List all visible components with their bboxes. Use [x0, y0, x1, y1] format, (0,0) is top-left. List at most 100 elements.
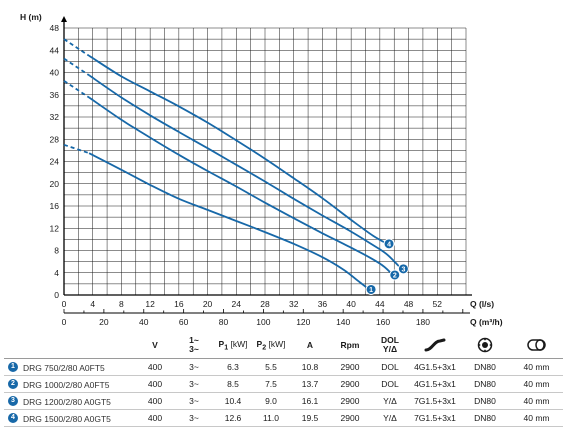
x2-tick-label: 60: [179, 317, 189, 327]
start-cell: Y/Δ: [370, 392, 410, 410]
x2-tick-label: 40: [139, 317, 149, 327]
phase-cell: 3~: [174, 409, 214, 427]
voltage-cell: 400: [136, 392, 174, 410]
curve-1: [88, 152, 370, 291]
x-tick-label: 24: [232, 299, 242, 309]
table-header-row: V 1~ 3~ P1 [kW] P2 [kW] A Rpm DOL Y/Δ: [4, 332, 563, 359]
header-p1-letter: P: [218, 338, 225, 349]
x-tick-label: 20: [203, 299, 213, 309]
phase-cell: 3~: [174, 375, 214, 393]
passage-cell: 40 mm: [510, 409, 563, 427]
outlet-cell: DN80: [460, 358, 510, 376]
cable-cell: 7G1.5+3x1: [410, 409, 460, 427]
voltage-cell: 400: [136, 358, 174, 376]
table-row: 2 DRG 1000/2/80 A0FT5 400 3~ 8.5 7.5 13.7…: [4, 375, 563, 393]
curve-4: [88, 55, 388, 245]
header-p1-sub: 1: [224, 343, 229, 352]
header-ampere: A: [290, 332, 330, 359]
header-p1-unit: [kW]: [228, 338, 248, 349]
curve-4-dashed: [63, 38, 90, 57]
header-start: DOL Y/Δ: [370, 332, 410, 359]
y-tick-label: 20: [50, 179, 60, 189]
cable-cell: 4G1.5+3x1: [410, 358, 460, 376]
table-row: 1 DRG 750/2/80 A0FT5 400 3~ 6.3 5.5 10.8 …: [4, 358, 563, 376]
x-tick-label: 28: [260, 299, 270, 309]
model-cell: 4 DRG 1500/2/80 A0GT5: [4, 409, 136, 427]
start-cell: DOL: [370, 358, 410, 376]
table-body: 1 DRG 750/2/80 A0FT5 400 3~ 6.3 5.5 10.8 …: [4, 358, 563, 427]
passage-cell: 40 mm: [510, 375, 563, 393]
y-tick-label: 36: [50, 90, 60, 100]
rpm-cell: 2900: [330, 409, 370, 427]
ampere-cell: 10.8: [290, 358, 330, 376]
ampere-cell: 13.7: [290, 375, 330, 393]
header-phase-3: 3~: [189, 344, 199, 354]
model-name: DRG 1000/2/80 A0FT5: [23, 379, 110, 390]
model-cell: 2 DRG 1000/2/80 A0FT5: [4, 375, 136, 393]
cable-icon: [424, 338, 446, 352]
x2-tick-label: 160: [376, 317, 390, 327]
p1-cell: 6.3: [214, 358, 252, 376]
curve-1-dashed: [63, 143, 90, 155]
x2-tick-label: 120: [296, 317, 310, 327]
curve-4-badge-label: 4: [387, 241, 391, 248]
chart-series: [63, 38, 409, 295]
y-tick-label: 0: [54, 290, 59, 300]
curve-1-badge-label: 1: [369, 287, 373, 294]
y-axis-title: H (m): [20, 12, 42, 22]
y-tick-label: 28: [50, 134, 60, 144]
p2-cell: 5.5: [252, 358, 290, 376]
passage-cell: 40 mm: [510, 358, 563, 376]
model-name: DRG 1200/2/80 A0GT5: [23, 396, 111, 407]
row-badge: 1: [8, 362, 18, 373]
y-tick-label: 40: [50, 68, 60, 78]
curve-4-badge: [383, 238, 395, 250]
header-p2: P2 [kW]: [252, 332, 290, 359]
cable-cell: 4G1.5+3x1: [410, 375, 460, 393]
x-tick-label: 8: [119, 299, 124, 309]
header-cable: [410, 332, 460, 359]
x2-tick-label: 20: [99, 317, 109, 327]
y-axis-arrow: [61, 16, 67, 22]
pump-spec-table: V 1~ 3~ P1 [kW] P2 [kW] A Rpm DOL Y/Δ 1 DRG: [4, 332, 563, 427]
passage-cell: 40 mm: [510, 392, 563, 410]
phase-cell: 3~: [174, 358, 214, 376]
x2-axis-title: Q (m³/h): [470, 317, 503, 327]
p1-cell: 12.6: [214, 409, 252, 427]
row-badge: 2: [8, 379, 18, 390]
x2-tick-label: 100: [256, 317, 270, 327]
model-name: DRG 750/2/80 A0FT5: [23, 362, 105, 373]
curve-3-badge: [397, 263, 409, 275]
outlet-cell: DN80: [460, 375, 510, 393]
curve-3: [88, 74, 403, 270]
outlet-cell: DN80: [460, 392, 510, 410]
header-passage: [510, 332, 563, 359]
curve-1-badge: [365, 283, 377, 295]
x-tick-label: 16: [174, 299, 184, 309]
curve-3-dashed: [63, 57, 90, 77]
x-tick-label: 44: [375, 299, 385, 309]
header-outlet: [460, 332, 510, 359]
start-cell: DOL: [370, 375, 410, 393]
x-tick-label: 52: [433, 299, 443, 309]
header-phase: 1~ 3~: [174, 332, 214, 359]
header-voltage: V: [136, 332, 174, 359]
p2-cell: 7.5: [252, 375, 290, 393]
ampere-cell: 16.1: [290, 392, 330, 410]
x-tick-label: 48: [404, 299, 414, 309]
voltage-cell: 400: [136, 409, 174, 427]
header-phase-1: 1~: [189, 335, 199, 345]
curve-2-badge-label: 2: [393, 273, 397, 280]
phase-cell: 3~: [174, 392, 214, 410]
row-badge: 4: [8, 413, 18, 424]
y-tick-label: 48: [50, 23, 60, 33]
curve-2: [88, 96, 394, 276]
header-dol: DOL: [381, 335, 399, 345]
x-tick-label: 12: [145, 299, 155, 309]
ampere-cell: 19.5: [290, 409, 330, 427]
voltage-cell: 400: [136, 375, 174, 393]
model-name: DRG 1500/2/80 A0GT5: [23, 413, 111, 424]
y-tick-label: 24: [50, 157, 60, 167]
